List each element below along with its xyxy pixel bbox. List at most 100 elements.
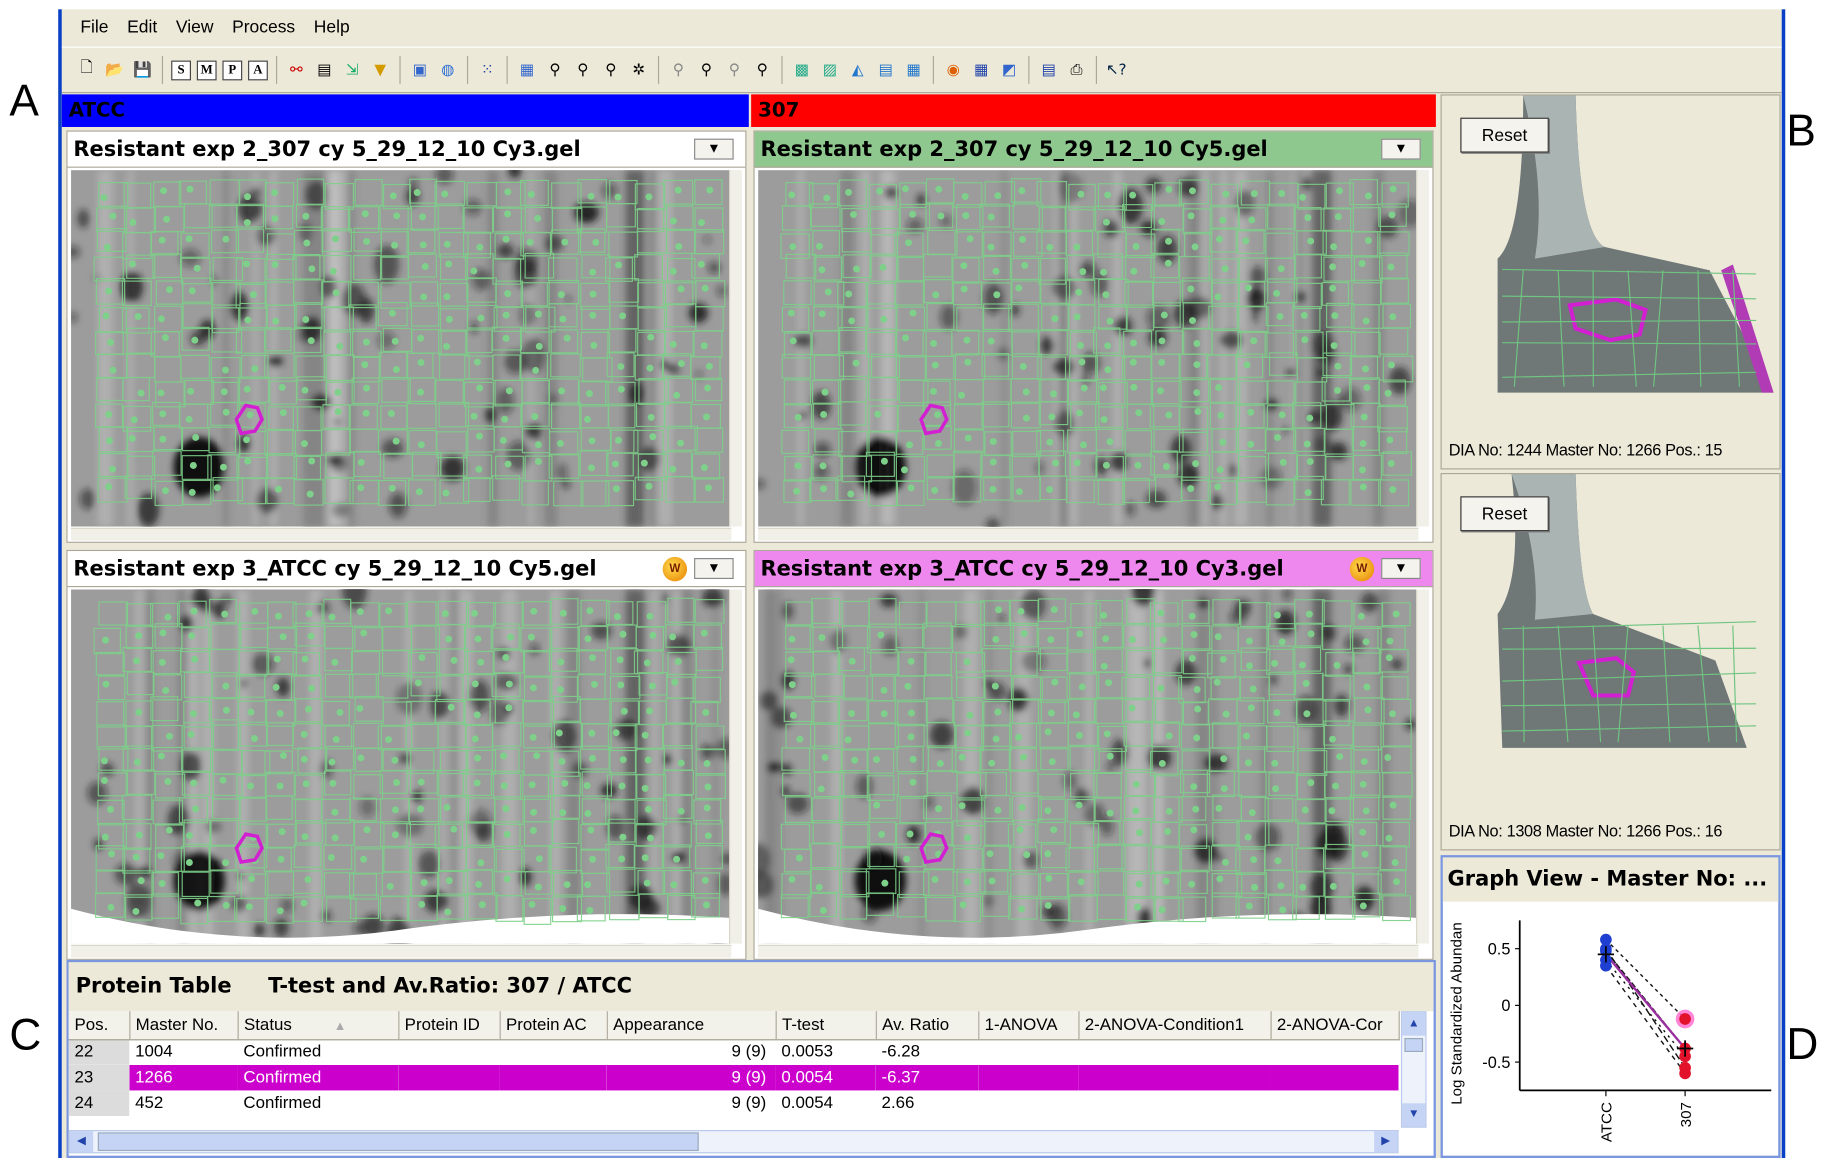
image-icon[interactable]: ▣ xyxy=(412,61,427,79)
save-icon[interactable]: 💾 xyxy=(133,61,153,79)
graph-chart[interactable]: Log Standardized Abundan 0.5 0 -0.5 ATCC 307 xyxy=(1443,902,1778,1156)
new-icon[interactable]: 🗋 xyxy=(80,59,93,77)
spot-icon-2[interactable]: ⚲ xyxy=(577,61,589,79)
spot-settings-icon[interactable]: ✲ xyxy=(632,61,646,79)
cell-2-anova-condition1 xyxy=(1078,1064,1271,1091)
column-header-protein-ac[interactable]: Protein AC xyxy=(499,1011,608,1040)
gel-image-2[interactable] xyxy=(758,170,1419,527)
warning-icon[interactable]: W xyxy=(1349,556,1375,582)
column-header-2-anova-condition1[interactable]: 2-ANOVA-Condition1 xyxy=(1078,1011,1272,1040)
table-icon[interactable]: ▦ xyxy=(519,61,535,79)
mode-s-button[interactable]: S xyxy=(171,59,191,80)
gel-menu-dropdown-1[interactable]: ▼ xyxy=(694,138,734,160)
horizontal-scrollbar[interactable] xyxy=(71,527,732,541)
cell-1-anova xyxy=(978,1064,1079,1091)
match-icon-1[interactable]: ⚲ xyxy=(672,61,684,79)
3d-view-panel-2[interactable]: Reset DIA No: 1308 Master No: 1266 Pos.:… xyxy=(1440,472,1781,851)
table-row[interactable]: 22 1004 Confirmed 9 (9) 0.0053 -6.28 xyxy=(68,1039,1399,1065)
horizontal-scrollbar[interactable] xyxy=(71,944,732,958)
mode-p-button[interactable]: P xyxy=(222,59,243,80)
open-icon[interactable]: 📂 xyxy=(105,61,125,79)
3d-spot-view-2[interactable] xyxy=(1442,474,1780,849)
table-grid-icon[interactable]: ▦ xyxy=(973,61,989,79)
help-icon[interactable]: ↖? xyxy=(1105,61,1127,79)
vertical-scrollbar[interactable] xyxy=(1416,170,1429,527)
layers-icon[interactable]: ◩ xyxy=(1001,61,1017,79)
condition-bar-atcc[interactable]: ATCC xyxy=(61,94,749,127)
menu-help[interactable]: Help xyxy=(313,16,350,37)
column-header-master-no[interactable]: Master No. xyxy=(129,1011,239,1040)
view-icon-4[interactable]: ▤ xyxy=(878,61,893,79)
column-header-protein-id[interactable]: Protein ID xyxy=(398,1011,501,1040)
vertical-scrollbar[interactable] xyxy=(729,589,742,944)
table-row[interactable]: 24 452 Confirmed 9 (9) 0.0054 2.66 xyxy=(68,1090,1399,1117)
menu-edit[interactable]: Edit xyxy=(127,16,158,37)
gel-image-1[interactable] xyxy=(71,170,732,527)
spot-icon-1[interactable]: ⚲ xyxy=(549,61,561,79)
horizontal-scrollbar[interactable] xyxy=(758,944,1419,958)
gel-panel-1[interactable]: Resistant exp 2_307 cy 5_29_12_10 Cy3.ge… xyxy=(66,130,747,543)
gel-panel-3[interactable]: Resistant exp 3_ATCC cy 5_29_12_10 Cy5.g… xyxy=(66,549,747,960)
mode-m-button[interactable]: M xyxy=(196,59,217,80)
column-header-appearance[interactable]: Appearance xyxy=(606,1011,777,1040)
horizontal-scrollbar[interactable] xyxy=(758,527,1419,541)
warning-icon[interactable]: ◉ xyxy=(946,61,960,79)
menu-file[interactable]: File xyxy=(80,16,109,37)
3d-view-panel-1[interactable]: Reset DIA No: 1244 Master No: 1266 Pos.:… xyxy=(1440,94,1781,470)
mode-a-button[interactable]: A xyxy=(248,59,268,80)
vertical-scrollbar[interactable] xyxy=(1416,589,1429,944)
filter-icon[interactable]: ▼ xyxy=(374,61,387,79)
scroll-thumb[interactable] xyxy=(97,1132,699,1152)
menu-process[interactable]: Process xyxy=(232,16,296,37)
scroll-left-button[interactable]: ◀ xyxy=(69,1131,94,1153)
print-icon[interactable]: ⎙ xyxy=(1070,61,1083,79)
column-header-2-anova-condition[interactable]: 2-ANOVA-Cor xyxy=(1270,1011,1400,1040)
gel-image-3[interactable] xyxy=(71,589,732,944)
view-icon-1[interactable]: ▩ xyxy=(794,61,809,79)
import-icon[interactable]: ⇲ xyxy=(345,61,359,79)
table-horizontal-scrollbar[interactable]: ◀ ▶ xyxy=(68,1130,1399,1154)
column-header-pos[interactable]: Pos. xyxy=(68,1011,130,1040)
condition-bar-307[interactable]: 307 xyxy=(751,94,1436,127)
stain-icon[interactable]: ◍ xyxy=(441,61,455,79)
reset-button[interactable]: Reset xyxy=(1460,117,1549,153)
column-header-1-anova[interactable]: 1-ANOVA xyxy=(978,1011,1079,1040)
grid-icon[interactable]: ⁙ xyxy=(481,61,494,79)
match-icon-3[interactable]: ⚲ xyxy=(728,61,740,79)
spot-boundary-grid xyxy=(780,597,1413,923)
match-icon-2[interactable]: ⚲ xyxy=(700,61,712,79)
cell-av-ratio: -6.37 xyxy=(875,1064,979,1091)
column-header-av-ratio[interactable]: Av. Ratio xyxy=(875,1011,979,1040)
gel-edge xyxy=(71,908,732,944)
view-icon-2[interactable]: ▨ xyxy=(822,61,837,79)
column-header-t-test[interactable]: T-test xyxy=(775,1011,877,1040)
column-header-status[interactable]: Status ▲ xyxy=(237,1011,399,1040)
scroll-right-button[interactable]: ▶ xyxy=(1374,1131,1398,1153)
scroll-up-button[interactable]: ▲ xyxy=(1402,1012,1426,1036)
view-icon-5[interactable]: ▦ xyxy=(906,61,921,79)
gel-image-4[interactable] xyxy=(758,589,1419,944)
table-vertical-scrollbar[interactable]: ▲ ▼ xyxy=(1400,1011,1427,1128)
gel-panel-4[interactable]: Resistant exp 3_ATCC cy 5_29_12_10 Cy3.g… xyxy=(753,549,1434,960)
match-icon-4[interactable]: ⚲ xyxy=(756,61,768,79)
menu-bar: File Edit View Process Help xyxy=(62,9,1782,44)
warning-icon[interactable]: W xyxy=(662,556,688,582)
figure-label-c: C xyxy=(9,1011,42,1061)
sort-ascending-icon: ▲ xyxy=(333,1019,347,1034)
view-icon-3[interactable]: ◭ xyxy=(851,61,864,79)
menu-view[interactable]: View xyxy=(175,16,214,37)
gel-panel-2[interactable]: Resistant exp 2_307 cy 5_29_12_10 Cy5.ge… xyxy=(753,130,1434,543)
reset-button[interactable]: Reset xyxy=(1460,496,1549,532)
vertical-scrollbar[interactable] xyxy=(729,170,742,527)
calculator-icon[interactable]: ▤ xyxy=(317,61,332,79)
protein-table[interactable]: Pos. Master No. Status ▲ Protein ID Prote… xyxy=(68,1011,1400,1117)
spot-icon-3[interactable]: ⚲ xyxy=(605,61,617,79)
gel-menu-dropdown-3[interactable]: ▼ xyxy=(694,558,734,579)
scroll-thumb[interactable] xyxy=(1404,1038,1424,1052)
link-icon[interactable]: ⚯ xyxy=(290,61,303,79)
scroll-down-button[interactable]: ▼ xyxy=(1402,1103,1426,1127)
gel-menu-dropdown-2[interactable]: ▼ xyxy=(1381,138,1421,160)
report-icon[interactable]: ▤ xyxy=(1041,61,1056,79)
gel-menu-dropdown-4[interactable]: ▼ xyxy=(1381,558,1421,579)
table-row-selected[interactable]: 23 1266 Confirmed 9 (9) 0.0054 -6.37 xyxy=(68,1064,1399,1091)
